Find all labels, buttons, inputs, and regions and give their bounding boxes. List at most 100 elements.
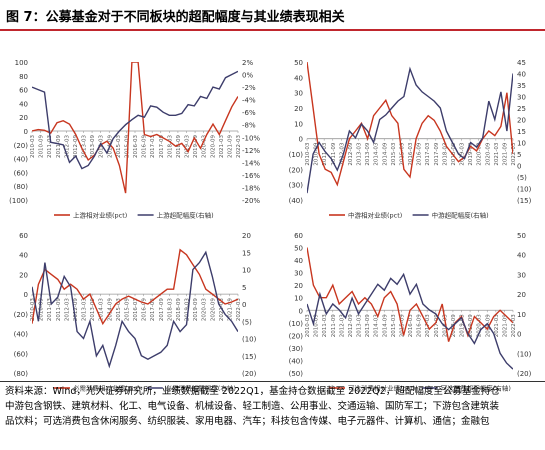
x-axis-tick-label: 2013-09 xyxy=(90,298,96,321)
legend-label: 中游相对业绩(pct) xyxy=(348,211,402,220)
x-axis-tick-label: 2020-03 xyxy=(477,314,483,337)
x-axis-tick-label: 2011-03 xyxy=(47,135,53,158)
x-axis-tick-label: 2013-03 xyxy=(357,142,363,165)
right-axis-tick-label: 40 xyxy=(517,71,526,79)
left-axis-tick-label: (30) xyxy=(289,345,304,353)
left-axis-tick-label: (40) xyxy=(14,331,29,339)
legend-label: 上游超配幅度(右轴) xyxy=(157,211,214,220)
right-axis-tick-label: -16% xyxy=(242,172,260,180)
source-line: 品饮料；可选消费包含休闲服务、纺织服装、家用电器、汽车；科技包含传媒、电子元器件… xyxy=(5,416,490,427)
legend-label: 上游相对业绩(pct) xyxy=(73,211,127,220)
x-axis-tick-label: 2019-03 xyxy=(185,298,191,321)
x-axis-tick-label: 2019-03 xyxy=(460,314,466,337)
x-axis-tick-label: 2010-09 xyxy=(314,314,320,337)
chart-panel-discretionary: 60 50 40 30 20 10 0 (10) (20) (30) (40) (50) 50 40 30 2… xyxy=(275,225,545,400)
right-axis-tick-label: -12% xyxy=(242,147,260,155)
x-axis-tick-label: 2015-09 xyxy=(124,298,130,321)
left-axis-tick-label: (20) xyxy=(289,166,304,174)
x-axis-tick-label: 2013-09 xyxy=(90,135,96,158)
left-axis-tick-label: 40 xyxy=(19,100,28,108)
overweight-series-line xyxy=(32,70,238,170)
left-axis-tick-label: 50 xyxy=(294,59,303,67)
overweight-series-line xyxy=(307,66,513,194)
right-axis-tick-label: 50 xyxy=(517,232,526,240)
left-axis-tick-label: 20 xyxy=(19,114,28,122)
right-axis-tick-label: 5 xyxy=(517,151,521,159)
x-axis-tick-label: 2012-09 xyxy=(348,142,354,165)
x-axis-tick-label: 2017-03 xyxy=(150,298,156,321)
left-axis-tick-label: (30) xyxy=(289,182,304,190)
x-axis-tick-label: 2017-09 xyxy=(159,135,165,158)
left-axis-tick-label: (60) xyxy=(14,350,29,358)
performance-series-line xyxy=(32,62,238,194)
left-axis-tick-label: (40) xyxy=(289,357,304,365)
right-axis-tick-label: (10) xyxy=(517,350,532,358)
x-axis-tick-label: 2012-03 xyxy=(339,314,345,337)
x-axis-tick-label: 2011-03 xyxy=(322,314,328,337)
x-axis-tick-label: 2017-09 xyxy=(434,142,440,165)
x-axis-tick-label: 2020-03 xyxy=(202,135,208,158)
x-axis-tick-label: 2016-03 xyxy=(133,135,139,158)
x-axis-tick-label: 2020-09 xyxy=(485,142,491,165)
chart-panel-upstream: 100 80 60 40 20 0 (20) (40) (60) (80) (100) 2% 0% -2%… xyxy=(0,52,270,227)
x-axis-tick-label: 2013-03 xyxy=(82,298,88,321)
right-axis-tick-label: -6% xyxy=(242,109,256,117)
x-axis-tick-label: 2014-03 xyxy=(374,142,380,165)
left-axis-tick-label: (20) xyxy=(14,142,29,150)
right-axis-tick-label: 45 xyxy=(517,59,526,67)
chart-upstream-svg: 100 80 60 40 20 0 (20) (40) (60) (80) (100) 2% 0% -2%… xyxy=(9,59,260,220)
left-axis-tick-label: 60 xyxy=(19,232,28,240)
x-axis-tick-label: 2017-03 xyxy=(425,142,431,165)
x-axis-tick-label: 2016-09 xyxy=(142,298,148,321)
right-axis-tick-label: -2% xyxy=(242,84,256,92)
x-axis-tick-label: 2017-09 xyxy=(159,298,165,321)
x-axis-tick-label: 2010-09 xyxy=(39,135,45,158)
x-axis-tick-label: 2011-03 xyxy=(47,298,53,321)
x-axis-tick-label: 2011-03 xyxy=(322,142,328,165)
right-axis-tick-label: 30 xyxy=(517,271,526,279)
x-axis-tick-label: 2020-09 xyxy=(210,298,216,321)
x-axis-tick-label: 2013-03 xyxy=(357,314,363,337)
x-axis-tick-label: 2021-09 xyxy=(227,298,233,321)
x-axis-tick-label: 2013-09 xyxy=(365,314,371,337)
left-axis-tick-label: 20 xyxy=(294,282,303,290)
x-axis-tick-label: 2019-03 xyxy=(185,135,191,158)
left-axis-tick-label: 30 xyxy=(294,90,303,98)
left-axis-tick-label: 10 xyxy=(294,120,303,128)
right-axis-tick-label: -4% xyxy=(242,97,256,105)
x-axis-tick-label: 2016-09 xyxy=(142,135,148,158)
legend-label: 必需消费超配幅度(右轴) xyxy=(166,384,236,393)
figure-title-bar: 图 7：公募基金对于不同板块的超配幅度与其业绩表现相关 xyxy=(0,0,545,31)
left-axis-tick-label: (80) xyxy=(14,183,29,191)
right-axis-tick-label: (5) xyxy=(517,174,527,182)
legend-label: 必需消费相对业绩(pct) xyxy=(73,384,140,393)
x-axis-tick-label: 2014-03 xyxy=(374,314,380,337)
right-axis-tick-label: -20% xyxy=(242,197,260,205)
x-axis-tick-label: 2016-03 xyxy=(133,298,139,321)
left-axis-tick-label: 40 xyxy=(19,252,28,260)
left-axis-tick-label: (60) xyxy=(14,169,29,177)
left-axis-tick-label: (10) xyxy=(289,320,304,328)
right-axis-tick-label: 0 xyxy=(517,163,521,171)
x-axis-tick-label: 2014-09 xyxy=(382,142,388,165)
x-axis-tick-label: 2012-09 xyxy=(348,314,354,337)
x-axis-tick-label: 2012-09 xyxy=(73,135,79,158)
chart-discretionary-svg: 60 50 40 30 20 10 0 (10) (20) (30) (40) (50) 50 40 30 2… xyxy=(289,232,532,393)
x-axis-tick-label: 2010-09 xyxy=(39,298,45,321)
left-axis-tick-label: 30 xyxy=(294,270,303,278)
source-divider xyxy=(0,381,545,382)
left-axis-tick-label: (50) xyxy=(289,370,304,378)
x-axis-tick-label: 2022-03 xyxy=(236,298,242,321)
overweight-series-line xyxy=(307,272,513,370)
right-axis-tick-label: (5) xyxy=(242,318,252,326)
right-axis-tick-label: 20 xyxy=(517,117,526,125)
right-axis-tick-label: (20) xyxy=(517,370,532,378)
x-axis-tick-label: 2021-09 xyxy=(502,142,508,165)
right-axis-tick-label: -18% xyxy=(242,184,260,192)
x-axis-tick-label: 2012-03 xyxy=(339,142,345,165)
x-axis-tick-label: 2011-09 xyxy=(331,314,337,337)
source-line: 中游包含钢铁、建筑材料、化工、电气设备、机械设备、轻工制造、公用事业、交通运输、… xyxy=(5,401,500,412)
performance-series-line xyxy=(307,62,513,187)
x-axis-tick-label: 2015-03 xyxy=(391,142,397,165)
right-axis-tick-label: 40 xyxy=(517,252,526,260)
